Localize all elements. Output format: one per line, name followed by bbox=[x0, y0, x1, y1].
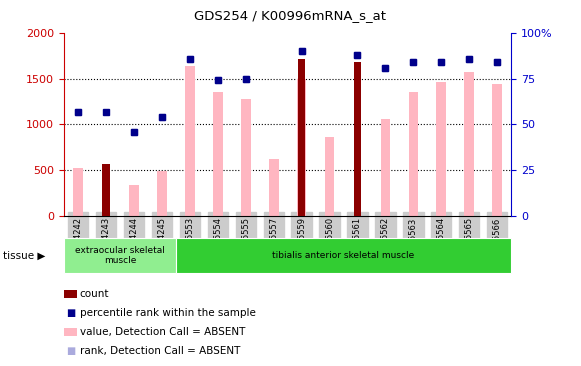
Text: rank, Detection Call = ABSENT: rank, Detection Call = ABSENT bbox=[80, 346, 240, 356]
Bar bbox=[297, 59, 306, 216]
Text: GDS254 / K00996mRNA_s_at: GDS254 / K00996mRNA_s_at bbox=[195, 9, 386, 22]
Text: count: count bbox=[80, 289, 109, 299]
Bar bbox=[493, 84, 502, 216]
Text: value, Detection Call = ABSENT: value, Detection Call = ABSENT bbox=[80, 327, 245, 337]
Text: ■: ■ bbox=[66, 346, 75, 356]
Bar bbox=[185, 66, 195, 216]
Bar bbox=[297, 79, 306, 216]
Text: extraocular skeletal
muscle: extraocular skeletal muscle bbox=[75, 246, 165, 265]
Bar bbox=[408, 93, 418, 216]
Bar bbox=[175, 238, 511, 273]
Bar bbox=[64, 238, 175, 273]
Bar bbox=[436, 82, 446, 216]
Text: tissue ▶: tissue ▶ bbox=[3, 251, 45, 261]
Bar bbox=[381, 119, 390, 216]
Text: percentile rank within the sample: percentile rank within the sample bbox=[80, 308, 256, 318]
Bar bbox=[464, 72, 474, 216]
Text: ■: ■ bbox=[66, 308, 75, 318]
Bar bbox=[129, 185, 139, 216]
Text: tibialis anterior skeletal muscle: tibialis anterior skeletal muscle bbox=[272, 251, 415, 260]
Bar bbox=[102, 164, 110, 216]
Bar bbox=[269, 159, 278, 216]
Bar bbox=[241, 99, 250, 216]
Bar bbox=[157, 171, 167, 216]
Bar bbox=[73, 168, 83, 216]
Bar bbox=[213, 93, 223, 216]
Bar bbox=[354, 62, 361, 216]
Bar bbox=[325, 137, 335, 216]
